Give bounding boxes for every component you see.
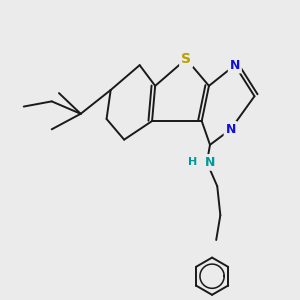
Text: S: S [181, 52, 191, 66]
Text: H: H [188, 158, 197, 167]
Text: N: N [226, 123, 236, 136]
Text: N: N [230, 59, 240, 72]
Text: N: N [205, 156, 215, 169]
